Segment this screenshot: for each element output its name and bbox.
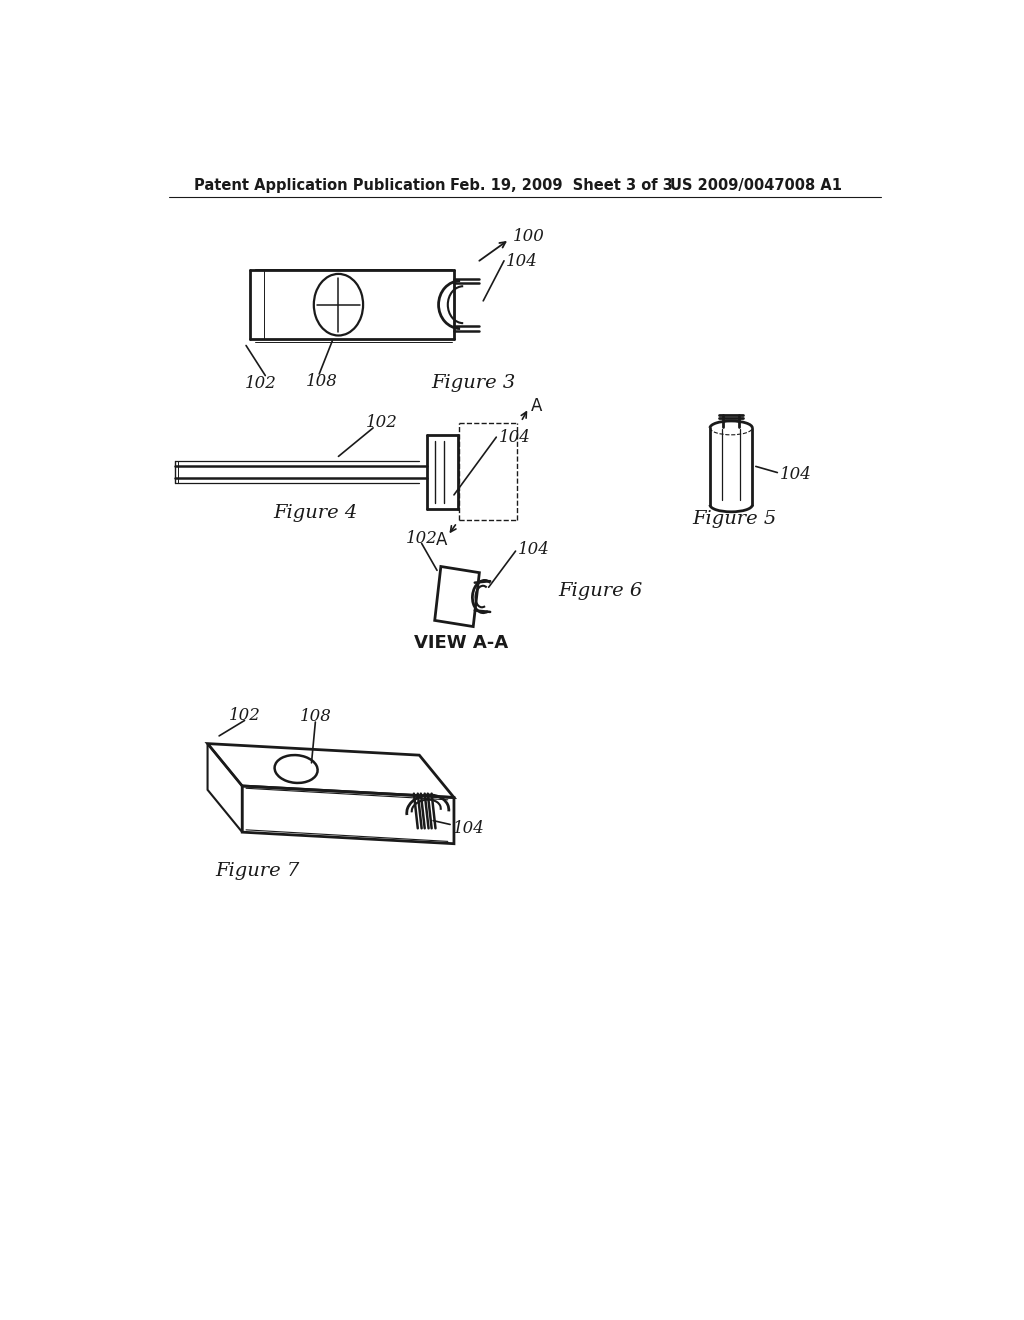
Text: A: A: [436, 531, 447, 549]
Text: 102: 102: [366, 414, 397, 432]
Text: 104: 104: [453, 820, 484, 837]
Text: Feb. 19, 2009  Sheet 3 of 3: Feb. 19, 2009 Sheet 3 of 3: [451, 178, 673, 193]
Text: 102: 102: [245, 375, 276, 392]
Text: VIEW A-A: VIEW A-A: [414, 635, 508, 652]
Text: Figure 5: Figure 5: [692, 510, 777, 528]
Text: US 2009/0047008 A1: US 2009/0047008 A1: [670, 178, 842, 193]
Text: Figure 6: Figure 6: [558, 582, 642, 601]
Text: 104: 104: [506, 253, 539, 271]
Text: 100: 100: [512, 228, 545, 246]
Text: 104: 104: [518, 541, 550, 558]
Text: Figure 4: Figure 4: [273, 504, 357, 521]
Text: A: A: [531, 396, 543, 414]
Text: Figure 3: Figure 3: [431, 375, 515, 392]
Text: 108: 108: [300, 708, 332, 725]
Text: 108: 108: [306, 374, 338, 391]
Text: 102: 102: [229, 708, 261, 725]
Text: 104: 104: [779, 466, 812, 483]
Text: Figure 7: Figure 7: [215, 862, 299, 879]
Text: Patent Application Publication: Patent Application Publication: [194, 178, 445, 193]
Text: 104: 104: [499, 429, 530, 446]
Text: 102: 102: [407, 531, 438, 548]
